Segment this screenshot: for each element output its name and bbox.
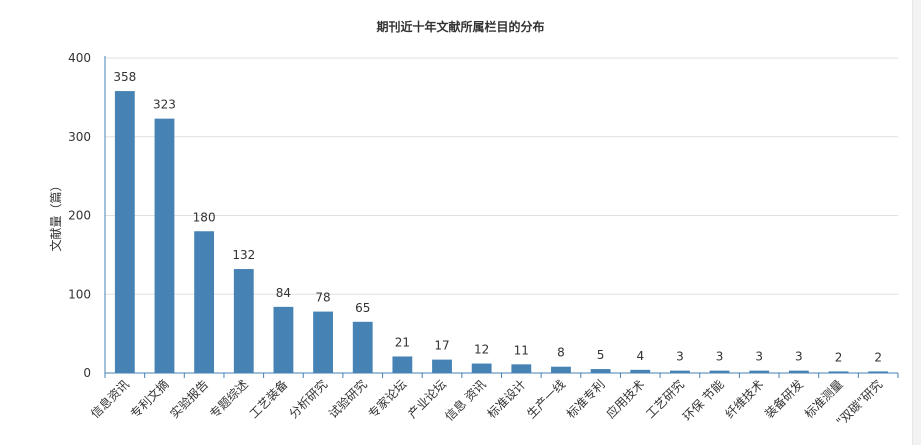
bar bbox=[511, 364, 532, 373]
x-tick-label: 专题综述 bbox=[206, 377, 251, 422]
x-tick-label: 标准设计 bbox=[485, 377, 529, 421]
data-label: 65 bbox=[355, 301, 370, 315]
data-label: 3 bbox=[676, 350, 684, 364]
y-tick-label: 100 bbox=[68, 287, 91, 301]
bar bbox=[471, 363, 492, 373]
bar bbox=[392, 356, 413, 373]
bar bbox=[788, 370, 809, 373]
x-tick-label: 专利文摘 bbox=[127, 377, 172, 422]
x-tick-label: 信息资讯 bbox=[87, 377, 132, 422]
data-label: 180 bbox=[193, 210, 216, 224]
data-label: 3 bbox=[795, 350, 803, 364]
bar bbox=[590, 369, 611, 373]
data-label: 4 bbox=[636, 349, 644, 363]
data-label: 12 bbox=[474, 343, 489, 357]
x-tick-label: 分析研究 bbox=[286, 377, 331, 422]
bar bbox=[114, 91, 135, 373]
data-label: 132 bbox=[232, 248, 255, 262]
data-label: 78 bbox=[315, 291, 330, 305]
bar bbox=[233, 269, 254, 373]
bar bbox=[551, 366, 571, 373]
data-label: 84 bbox=[276, 286, 291, 300]
bar bbox=[154, 118, 175, 373]
bar bbox=[352, 321, 373, 373]
data-label: 3 bbox=[755, 350, 763, 364]
data-label: 11 bbox=[514, 343, 529, 357]
x-tick-label: 纤维技术 bbox=[722, 377, 766, 421]
y-axis-label: 文献量（篇） bbox=[48, 179, 63, 251]
bar bbox=[630, 369, 651, 373]
data-label: 17 bbox=[434, 339, 449, 353]
bar bbox=[709, 370, 730, 373]
bar bbox=[432, 359, 452, 373]
y-tick-label: 300 bbox=[68, 130, 91, 144]
x-tick-label: 专家论坛 bbox=[365, 377, 410, 422]
x-tick-label: 工艺装备 bbox=[247, 377, 291, 421]
bar bbox=[828, 371, 849, 373]
x-tick-label: 环保 节能 bbox=[680, 377, 727, 424]
chart-title: 期刊近十年文献所属栏目的分布 bbox=[376, 20, 545, 34]
bar bbox=[313, 311, 333, 373]
y-tick-label: 200 bbox=[68, 209, 91, 223]
bar bbox=[749, 370, 770, 373]
bar bbox=[273, 306, 294, 373]
y-tick-label: 0 bbox=[83, 366, 91, 380]
x-tick-label: 标准专利 bbox=[563, 377, 608, 422]
x-tick-label: 生产一线 bbox=[524, 377, 568, 421]
data-label: 2 bbox=[874, 350, 882, 364]
data-label: 8 bbox=[557, 346, 565, 360]
x-tick-label: 应用技术 bbox=[603, 377, 648, 422]
data-label: 358 bbox=[113, 70, 136, 84]
x-tick-label: 试验研究 bbox=[325, 377, 370, 422]
data-label: 2 bbox=[835, 350, 843, 364]
data-label: 5 bbox=[597, 348, 605, 362]
bar bbox=[194, 231, 215, 373]
data-label: 21 bbox=[395, 335, 410, 349]
y-tick-label: 400 bbox=[68, 51, 91, 65]
x-tick-label: 信息 资讯 bbox=[442, 377, 489, 424]
x-tick-label: 装备研发 bbox=[761, 377, 806, 422]
bar bbox=[670, 370, 690, 373]
scrollbar-edge bbox=[912, 0, 921, 445]
data-label: 3 bbox=[716, 350, 724, 364]
bar bbox=[868, 371, 889, 373]
x-tick-label: 实验报告 bbox=[167, 377, 212, 422]
data-label: 323 bbox=[153, 98, 176, 112]
